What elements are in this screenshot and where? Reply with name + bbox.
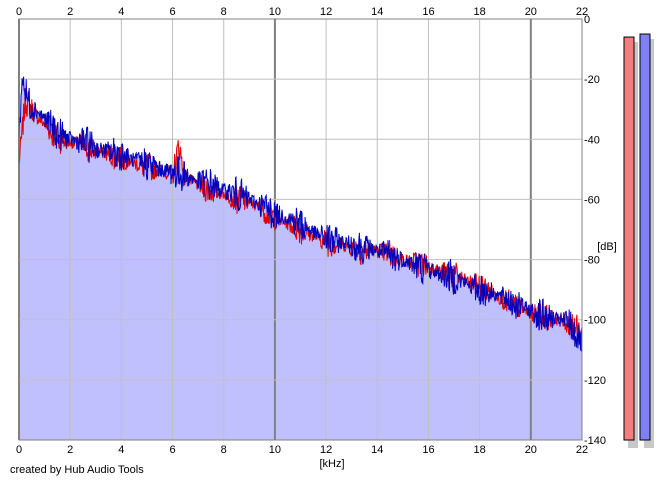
y-tick-labels-right: 0 -20 -40 -60 -80 -100 -120 -140 xyxy=(584,14,606,447)
y-tick-label: -120 xyxy=(584,375,606,387)
x-tick-label-bottom: 8 xyxy=(221,444,227,456)
spectrum-line-blue xyxy=(18,76,583,352)
x-tick-label-top: 4 xyxy=(118,6,124,18)
y-tick-label: -100 xyxy=(584,315,606,327)
y-tick-label: -140 xyxy=(584,435,606,447)
level-meter-right xyxy=(639,33,651,441)
x-tick-label-top: 14 xyxy=(371,6,383,18)
x-tick-label-top: 6 xyxy=(169,6,175,18)
y-tick-label: -60 xyxy=(584,194,600,206)
x-tick-labels-bottom: 0 2 4 6 8 10 12 14 16 18 20 22 xyxy=(16,444,588,456)
spectrum-series-group xyxy=(18,76,583,352)
plot-frame xyxy=(18,18,583,441)
x-tick-label-bottom: 22 xyxy=(576,444,588,456)
x-tick-label-top: 20 xyxy=(525,6,537,18)
x-tick-label-bottom: 6 xyxy=(169,444,175,456)
y-tick-label: -40 xyxy=(584,134,600,146)
x-tick-label-bottom: 0 xyxy=(16,444,22,456)
x-tick-labels-top: 0 2 4 6 8 10 12 14 16 18 20 22 xyxy=(16,6,588,18)
x-tick-label-bottom: 16 xyxy=(422,444,434,456)
y-tick-label: -80 xyxy=(584,255,600,267)
x-tick-label-bottom: 18 xyxy=(474,444,486,456)
x-tick-label-bottom: 10 xyxy=(269,444,281,456)
x-tick-label-bottom: 20 xyxy=(525,444,537,456)
x-tick-label-top: 10 xyxy=(269,6,281,18)
x-tick-label-top: 22 xyxy=(576,6,588,18)
x-tick-label-bottom: 4 xyxy=(118,444,124,456)
x-tick-label-bottom: 12 xyxy=(320,444,332,456)
level-meters xyxy=(623,33,654,449)
y-axis-label: [dB] xyxy=(597,241,617,253)
x-tick-label-top: 16 xyxy=(422,6,434,18)
x-tick-label-top: 2 xyxy=(67,6,73,18)
x-tick-label-top: 0 xyxy=(16,6,22,18)
x-tick-label-top: 18 xyxy=(474,6,486,18)
level-meter-left xyxy=(623,36,635,441)
x-tick-label-top: 8 xyxy=(221,6,227,18)
credit-text: created by Hub Audio Tools xyxy=(10,464,144,476)
x-tick-label-bottom: 2 xyxy=(67,444,73,456)
x-tick-label-bottom: 14 xyxy=(371,444,383,456)
y-tick-label: -20 xyxy=(584,74,600,86)
y-tick-label: 0 xyxy=(584,14,590,26)
x-axis-label: [kHz] xyxy=(319,458,344,470)
x-tick-label-top: 12 xyxy=(320,6,332,18)
